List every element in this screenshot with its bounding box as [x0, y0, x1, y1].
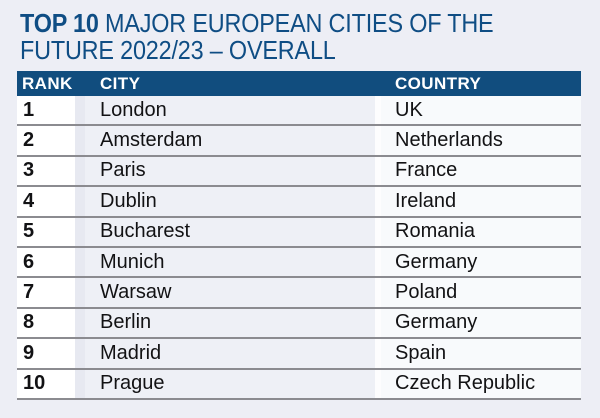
- city-cell: Paris: [85, 156, 375, 186]
- country-cell: Spain: [381, 339, 581, 368]
- country-cell: Ireland: [381, 187, 581, 216]
- table-row: 10 Prague Czech Republic: [17, 369, 581, 400]
- column-gap: [75, 247, 85, 277]
- column-gap: [375, 217, 381, 246]
- header-rank: RANK: [22, 73, 73, 93]
- rank-cell: 3: [17, 156, 75, 186]
- table-row: 3 Paris France: [17, 156, 581, 188]
- column-gap: [375, 278, 381, 307]
- table-row: 1 London UK: [17, 96, 581, 127]
- column-gap: [375, 156, 381, 186]
- rank-cell: 10: [17, 369, 75, 398]
- title-line-2: FUTURE 2022/23 – OVERALL: [20, 37, 600, 64]
- city-cell: Amsterdam: [85, 126, 375, 155]
- table-row: 9 Madrid Spain: [17, 339, 581, 370]
- column-gap: [75, 369, 85, 398]
- country-cell: Germany: [381, 308, 581, 338]
- city-cell: Warsaw: [85, 278, 375, 307]
- city-cell: London: [85, 96, 375, 125]
- column-gap: [375, 308, 381, 338]
- city-cell: Dublin: [85, 187, 375, 216]
- rank-cell: 7: [17, 278, 75, 307]
- table-row: 8 Berlin Germany: [17, 308, 581, 340]
- page-title: TOP 10 MAJOR EUROPEAN CITIES OF THE FUTUR…: [20, 10, 600, 64]
- column-gap: [375, 369, 381, 398]
- table-row: 2 Amsterdam Netherlands: [17, 126, 581, 157]
- table-row: 4 Dublin Ireland: [17, 187, 581, 218]
- country-cell: UK: [381, 96, 581, 125]
- column-gap: [75, 126, 85, 155]
- country-cell: Romania: [381, 217, 581, 246]
- column-gap: [375, 247, 381, 277]
- column-gap: [375, 96, 381, 125]
- column-gap: [375, 126, 381, 155]
- ranking-table: RANK CITY COUNTRY 1 London UK 2 Amsterdam Ne…: [17, 71, 581, 400]
- header-city: CITY: [100, 73, 141, 93]
- rank-cell: 1: [17, 96, 75, 125]
- city-cell: Bucharest: [85, 217, 375, 246]
- country-cell: Czech Republic: [381, 369, 581, 398]
- city-cell: Berlin: [85, 308, 375, 338]
- column-gap: [375, 187, 381, 216]
- country-cell: France: [381, 156, 581, 186]
- column-gap: [75, 156, 85, 186]
- country-cell: Netherlands: [381, 126, 581, 155]
- city-cell: Prague: [85, 369, 375, 398]
- column-gap: [75, 187, 85, 216]
- column-gap: [75, 217, 85, 246]
- city-cell: Munich: [85, 247, 375, 277]
- table-row: 6 Munich Germany: [17, 247, 581, 279]
- header-country: COUNTRY: [395, 73, 482, 93]
- title-line2-text: FUTURE 2022/23 – OVERALL: [20, 35, 336, 65]
- country-cell: Germany: [381, 247, 581, 277]
- column-gap: [75, 339, 85, 368]
- table-row: 7 Warsaw Poland: [17, 278, 581, 309]
- table-row: 5 Bucharest Romania: [17, 217, 581, 248]
- title-line1-text: MAJOR EUROPEAN CITIES OF THE: [105, 8, 494, 38]
- rank-cell: 8: [17, 308, 75, 338]
- column-gap: [75, 96, 85, 125]
- title-prefix: TOP 10: [20, 8, 99, 38]
- table-body: 1 London UK 2 Amsterdam Netherlands 3 Paris Fr…: [17, 96, 581, 400]
- column-gap: [75, 278, 85, 307]
- rank-cell: 2: [17, 126, 75, 155]
- column-gap: [75, 308, 85, 338]
- rank-cell: 4: [17, 187, 75, 216]
- rank-cell: 9: [17, 339, 75, 368]
- country-cell: Poland: [381, 278, 581, 307]
- table-header-row: RANK CITY COUNTRY: [17, 71, 581, 96]
- title-line-1: TOP 10 MAJOR EUROPEAN CITIES OF THE: [20, 10, 600, 37]
- rank-cell: 5: [17, 217, 75, 246]
- column-gap: [375, 339, 381, 368]
- city-cell: Madrid: [85, 339, 375, 368]
- rank-cell: 6: [17, 247, 75, 277]
